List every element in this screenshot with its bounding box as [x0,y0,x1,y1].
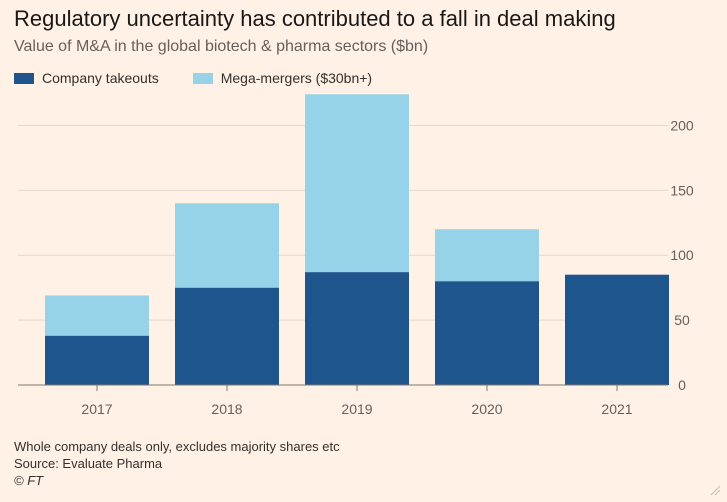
x-tick-label-2021: 2021 [601,401,632,417]
bar-takeouts-2019 [305,272,409,385]
legend-swatch-mega-mergers [192,72,213,84]
y-tick-label-200: 200 [670,117,694,133]
bar-takeouts-2021 [565,274,669,385]
legend-label-takeouts: Company takeouts [42,70,159,86]
y-tick-label-50: 50 [674,312,690,328]
x-tick-label-2020: 2020 [471,401,502,417]
bar-takeouts-2020 [435,281,539,385]
bar-takeouts-2018 [175,287,279,385]
bar-mega-mergers-2018 [175,203,279,288]
x-tick-label-2017: 2017 [81,401,112,417]
legend-item-mega-mergers: Mega-mergers ($30bn+) [192,70,373,86]
footnote: Whole company deals only, excludes major… [14,439,340,454]
resize-handle-icon[interactable] [709,484,721,496]
legend-swatch-takeouts [14,72,34,84]
copyright: © FT [14,473,44,488]
legend-label-mega-mergers: Mega-mergers ($30bn+) [220,70,373,86]
x-tick-label-2018: 2018 [211,401,242,417]
source-note: Source: Evaluate Pharma [14,456,163,471]
chart-footer: Whole company deals only, excludes major… [14,438,340,489]
chart-legend: Company takeouts Mega-mergers ($30bn+) [14,70,406,86]
y-tick-label-150: 150 [670,182,694,198]
chart-subtitle: Value of M&A in the global biotech & pha… [14,38,429,55]
bar-mega-mergers-2019 [305,94,409,273]
bar-mega-mergers-2020 [435,229,539,282]
y-tick-label-0: 0 [678,377,686,393]
y-tick-label-100: 100 [670,247,694,263]
x-tick-label-2019: 2019 [341,401,372,417]
bar-takeouts-2017 [45,335,149,385]
legend-item-takeouts: Company takeouts [14,70,159,86]
bar-mega-mergers-2017 [45,295,149,336]
chart-title: Regulatory uncertainty has contributed t… [14,6,616,31]
